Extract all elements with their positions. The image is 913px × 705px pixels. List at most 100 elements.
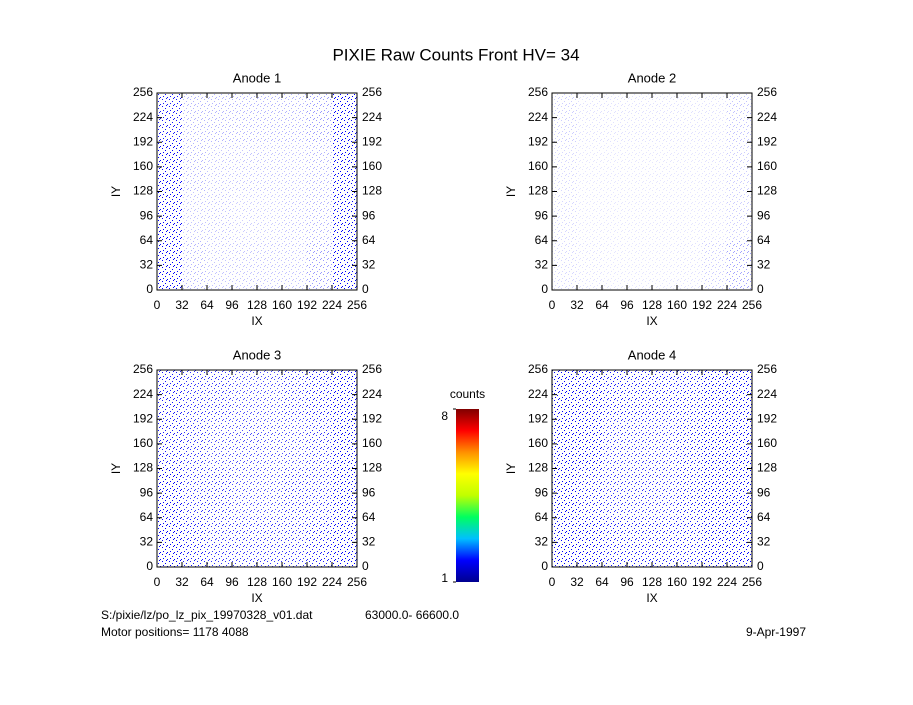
y-tick-label: 0: [541, 559, 548, 573]
y-tick-label: 32: [140, 258, 154, 272]
y-tick-label: 160: [133, 159, 153, 173]
density-cell: [577, 142, 602, 192]
x-tick-label: 256: [742, 298, 762, 312]
y-tick-label: 128: [528, 461, 548, 475]
y-tick-label: 0: [541, 282, 548, 296]
x-tick-label: 64: [200, 575, 214, 589]
y-axis-label: IY: [504, 186, 518, 197]
x-tick-label: 32: [570, 575, 584, 589]
y-tick-label-right: 128: [362, 461, 382, 475]
density-cell: [702, 240, 727, 290]
density-cell: [702, 191, 727, 241]
panel-title: Anode 4: [628, 347, 676, 362]
density-cell: [602, 419, 627, 469]
y-tick-label: 128: [133, 461, 153, 475]
x-tick-label: 256: [742, 575, 762, 589]
density-cell: [182, 370, 207, 420]
density-cell: [307, 419, 332, 469]
density-cell: [182, 419, 207, 469]
density-cell: [602, 191, 627, 241]
density-cell: [602, 240, 627, 290]
density-cell: [232, 370, 257, 420]
y-tick-label-right: 128: [757, 184, 777, 198]
density-cell: [677, 370, 702, 420]
x-tick-label: 96: [620, 575, 634, 589]
x-tick-label: 128: [642, 298, 662, 312]
y-tick-label-right: 96: [362, 485, 376, 499]
density-cell: [702, 142, 727, 192]
density-cell: [627, 142, 652, 192]
density-cell: [307, 468, 332, 518]
y-tick-label-right: 256: [757, 85, 777, 99]
y-tick-label-right: 224: [757, 110, 777, 124]
y-axis-label: IY: [504, 463, 518, 474]
colorbar-label: counts: [450, 387, 485, 401]
density-cell: [602, 370, 627, 420]
density-cell: [282, 240, 307, 290]
y-tick-label-right: 96: [362, 208, 376, 222]
y-tick-label-right: 0: [362, 282, 369, 296]
density-cell: [257, 191, 282, 241]
density-cell: [282, 142, 307, 192]
colorbar-tick-label: 8: [441, 409, 448, 423]
density-cell: [702, 517, 727, 567]
x-tick-label: 224: [717, 575, 737, 589]
x-tick-label: 160: [667, 575, 687, 589]
density-cell: [602, 517, 627, 567]
density-cell: [627, 419, 652, 469]
y-axis-label: IY: [109, 186, 123, 197]
x-tick-label: 32: [570, 298, 584, 312]
y-tick-label: 192: [133, 134, 153, 148]
y-axis-label: IY: [109, 463, 123, 474]
density-cell: [182, 93, 207, 143]
x-tick-label: 0: [549, 575, 556, 589]
y-tick-label-right: 192: [757, 411, 777, 425]
y-tick-label: 128: [528, 184, 548, 198]
y-tick-label-right: 96: [757, 208, 771, 222]
y-tick-label: 256: [528, 362, 548, 376]
density-cell: [702, 468, 727, 518]
y-tick-label-right: 192: [362, 134, 382, 148]
density-cell: [577, 370, 602, 420]
y-tick-label: 192: [528, 134, 548, 148]
y-tick-label-right: 32: [757, 258, 771, 272]
density-cell: [307, 191, 332, 241]
density-cell: [627, 468, 652, 518]
x-tick-label: 0: [154, 575, 161, 589]
y-tick-label-right: 128: [362, 184, 382, 198]
y-tick-label-right: 64: [757, 510, 771, 524]
density-cell: [232, 93, 257, 143]
y-tick-label: 128: [133, 184, 153, 198]
density-cell: [207, 240, 232, 290]
density-cell: [232, 240, 257, 290]
density-cell: [627, 240, 652, 290]
density-cell: [257, 517, 282, 567]
y-tick-label-right: 32: [757, 535, 771, 549]
density-cell: [207, 191, 232, 241]
y-tick-label-right: 256: [757, 362, 777, 376]
y-tick-label-right: 224: [362, 110, 382, 124]
density-cell: [627, 93, 652, 143]
density-cell: [182, 517, 207, 567]
x-tick-label: 224: [322, 575, 342, 589]
y-tick-label: 160: [528, 436, 548, 450]
density-cell: [282, 468, 307, 518]
y-tick-label: 64: [535, 510, 549, 524]
y-tick-label-right: 32: [362, 258, 376, 272]
x-tick-label: 32: [175, 575, 189, 589]
y-tick-label: 256: [528, 85, 548, 99]
density-cell: [232, 419, 257, 469]
density-cell: [677, 93, 702, 143]
y-tick-label: 224: [528, 110, 548, 124]
y-tick-label: 160: [528, 159, 548, 173]
density-cell: [257, 142, 282, 192]
x-tick-label: 224: [717, 298, 737, 312]
y-tick-label-right: 64: [362, 233, 376, 247]
panel-title: Anode 1: [233, 70, 281, 85]
y-tick-label-right: 192: [362, 411, 382, 425]
y-tick-label-right: 192: [757, 134, 777, 148]
y-tick-label: 32: [535, 535, 549, 549]
x-tick-label: 128: [642, 575, 662, 589]
x-tick-label: 192: [692, 298, 712, 312]
